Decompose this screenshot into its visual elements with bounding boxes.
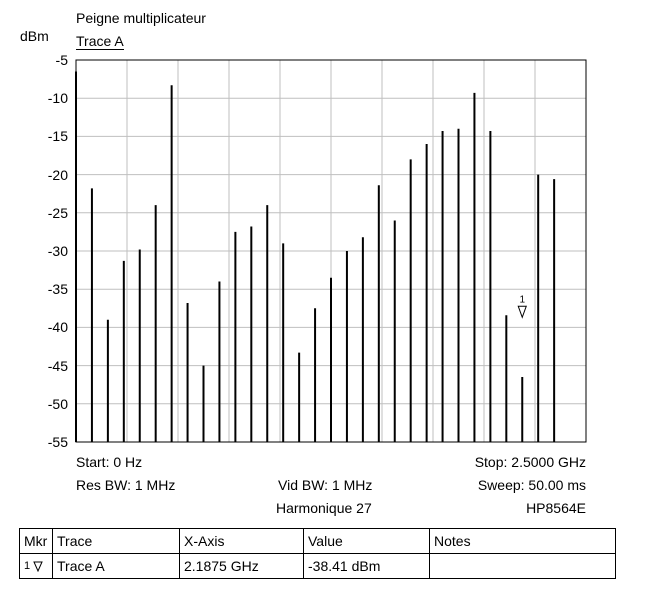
marker-triangle bbox=[517, 305, 527, 319]
marker-cell: 1 bbox=[19, 553, 53, 579]
start-freq: Start: 0 Hz bbox=[76, 454, 143, 470]
marker-trace: Trace A bbox=[52, 553, 180, 579]
y-tick-label: -20 bbox=[47, 166, 68, 183]
marker-label: 1 bbox=[519, 294, 525, 305]
y-unit-label: dBm bbox=[20, 28, 49, 44]
col-mkr: Mkr bbox=[19, 528, 53, 554]
trace-a-lines bbox=[75, 71, 556, 442]
marker-table: Mkr Trace X-Axis Value Notes 1 Trace A 2… bbox=[19, 528, 616, 579]
col-value: Value bbox=[303, 528, 430, 554]
col-notes: Notes bbox=[429, 528, 616, 554]
marker-notes bbox=[429, 553, 616, 579]
y-tick-label: -25 bbox=[47, 204, 68, 221]
marker-triangle-icon bbox=[33, 561, 43, 573]
col-x-axis: X-Axis bbox=[179, 528, 304, 554]
spectrum-plot: 1 bbox=[75, 59, 587, 443]
marker-x: 2.1875 GHz bbox=[179, 553, 304, 579]
marker-number: 1 bbox=[24, 559, 31, 572]
annotation: Harmonique 27 bbox=[276, 500, 372, 516]
y-tick-label: -10 bbox=[47, 90, 68, 107]
marker-table-header: Mkr Trace X-Axis Value Notes bbox=[19, 528, 616, 554]
grid bbox=[76, 60, 586, 442]
y-tick-label: -30 bbox=[47, 243, 68, 259]
y-tick-label: -5 bbox=[55, 52, 68, 68]
y-tick-label: -35 bbox=[47, 281, 68, 298]
instrument-model: HP8564E bbox=[526, 500, 586, 516]
table-row[interactable]: 1 Trace A 2.1875 GHz -38.41 dBm bbox=[19, 553, 616, 579]
y-tick-label: -50 bbox=[47, 395, 68, 412]
col-trace: Trace bbox=[52, 528, 180, 554]
y-tick-label: -55 bbox=[47, 434, 68, 450]
y-tick-label: -40 bbox=[47, 319, 68, 336]
vid-bw: Vid BW: 1 MHz bbox=[278, 477, 373, 493]
sweep-time: Sweep: 50.00 ms bbox=[477, 477, 586, 493]
y-tick-label: -15 bbox=[47, 128, 68, 145]
y-tick-label: -45 bbox=[47, 357, 68, 374]
trace-label: Trace A bbox=[76, 33, 124, 50]
chart-title: Peigne multiplicateur bbox=[76, 10, 206, 26]
marker-value: -38.41 dBm bbox=[303, 553, 430, 579]
marker-1: 1 bbox=[517, 294, 527, 319]
res-bw: Res BW: 1 MHz bbox=[76, 477, 176, 493]
stop-freq: Stop: 2.5000 GHz bbox=[474, 454, 586, 470]
